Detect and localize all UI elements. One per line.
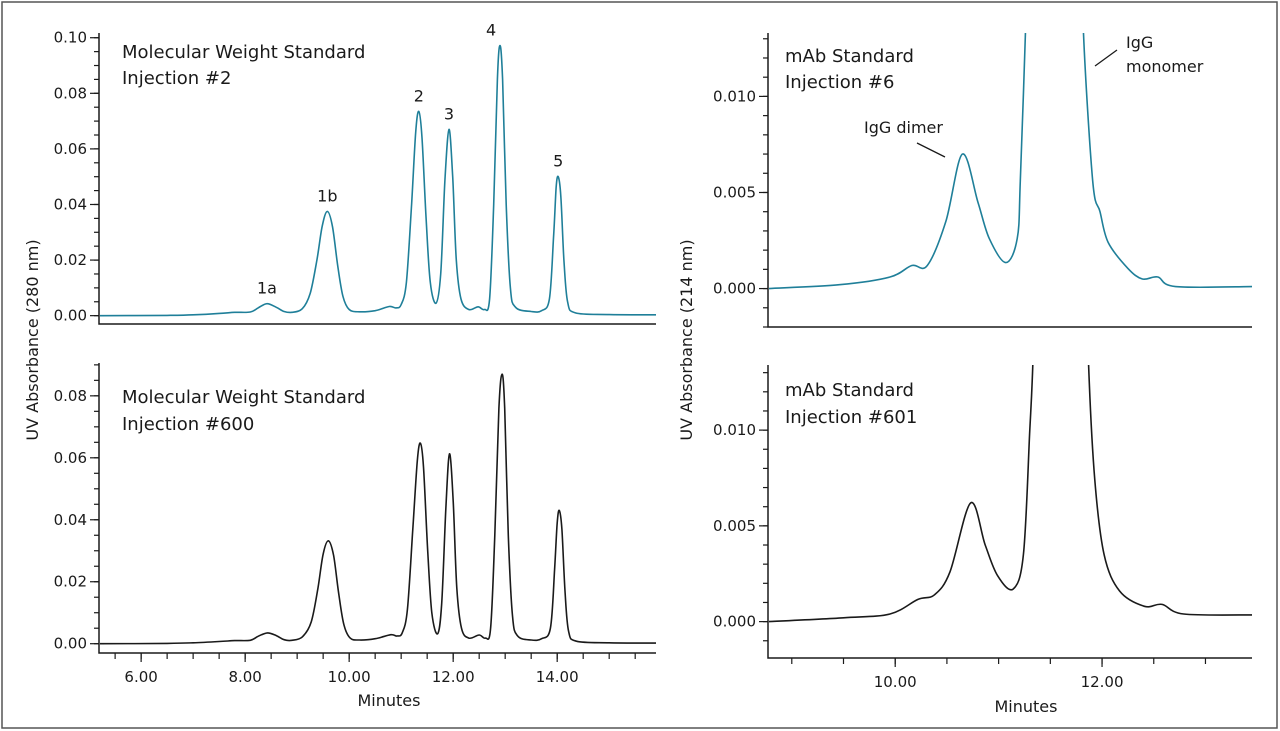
annotation-igg-monomer-line-2: monomer <box>1126 57 1204 76</box>
x-tick-label: 10.00 <box>874 673 917 691</box>
y-tick-label: 0.08 <box>54 387 87 405</box>
y-tick-label: 0.00 <box>54 635 87 653</box>
annotation-igg-dimer-leader <box>916 142 946 158</box>
y-tick-label: 0.010 <box>713 421 756 439</box>
panel-title-line-2: Injection #600 <box>122 414 254 435</box>
peak-label: 1a <box>257 279 277 298</box>
annotation-igg-dimer: IgG dimer <box>864 118 943 137</box>
annotation-igg-monomer-line-1: IgG <box>1126 33 1153 52</box>
y-axis-title-right: UV Absorbance (214 nm) <box>677 239 696 440</box>
panel-title-line-2: Injection #2 <box>122 68 231 89</box>
axis-lines <box>98 363 656 654</box>
panel-title-line-2: Injection #6 <box>785 72 894 93</box>
chromatogram-trace <box>769 365 1253 623</box>
panel-title-line-1: mAb Standard <box>785 46 914 67</box>
y-tick-label: 0.02 <box>54 573 87 591</box>
axis-lines <box>98 33 656 325</box>
y-tick-label: 0.06 <box>54 140 87 158</box>
panel-title-line-1: Molecular Weight Standard <box>122 42 365 63</box>
peak-label: 2 <box>414 86 424 105</box>
y-tick-label: 0.000 <box>713 280 756 298</box>
x-tick-label: 12.00 <box>432 668 475 686</box>
axis-lines <box>767 365 1252 659</box>
panel-bottom-left: Molecular Weight Standard Injection #600… <box>54 363 657 710</box>
x-tick-label: 8.00 <box>228 668 261 686</box>
y-tick-label: 0.06 <box>54 449 87 467</box>
y-tick-label: 0.00 <box>54 307 87 325</box>
x-tick-label: 14.00 <box>536 668 579 686</box>
peak-label: 5 <box>553 152 563 171</box>
x-axis-title: Minutes <box>358 691 421 710</box>
panel-top-right: mAb Standard Injection #6 IgG dimer IgG … <box>713 33 1253 328</box>
chromatogram-trace <box>100 44 657 317</box>
y-tick-label: 0.005 <box>713 183 756 201</box>
panel-title-line-1: mAb Standard <box>785 380 914 401</box>
chromatogram-trace <box>769 33 1253 290</box>
panel-title-line-2: Injection #601 <box>785 407 917 428</box>
x-tick-label: 12.00 <box>1081 673 1124 691</box>
panel-top-left: Molecular Weight Standard Injection #2 0… <box>54 21 657 325</box>
x-axis-title: Minutes <box>995 697 1058 716</box>
y-tick-label: 0.04 <box>54 195 87 213</box>
peak-label: 1b <box>317 186 337 205</box>
y-tick-label: 0.08 <box>54 84 87 102</box>
y-tick-label: 0.04 <box>54 511 87 529</box>
peak-label: 3 <box>444 104 454 123</box>
y-axis-title-left: UV Absorbance (280 nm) <box>23 239 42 440</box>
x-tick-label: 6.00 <box>124 668 157 686</box>
peak-label: 4 <box>486 21 496 40</box>
panel-bottom-right: mAb Standard Injection #601 Minutes 0.00… <box>713 365 1253 716</box>
y-tick-label: 0.010 <box>713 87 756 105</box>
y-tick-label: 0.005 <box>713 517 756 535</box>
y-tick-label: 0.02 <box>54 251 87 269</box>
annotation-igg-monomer-leader <box>1094 49 1118 67</box>
chromatogram-trace <box>100 373 657 645</box>
x-tick-label: 10.00 <box>328 668 371 686</box>
y-tick-label: 0.10 <box>54 29 87 47</box>
y-tick-label: 0.000 <box>713 613 756 631</box>
panel-title-line-1: Molecular Weight Standard <box>122 387 365 408</box>
